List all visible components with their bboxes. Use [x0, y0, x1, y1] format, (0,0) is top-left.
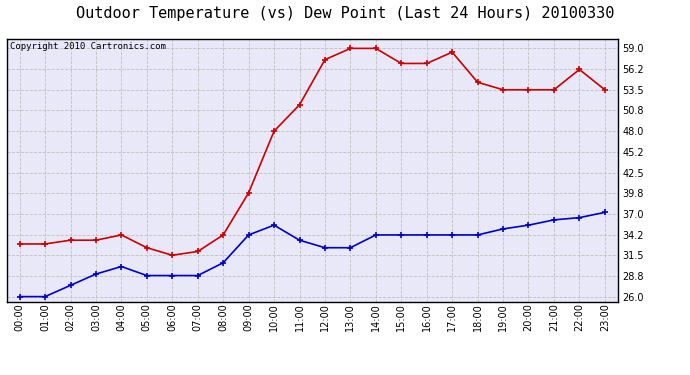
Text: Outdoor Temperature (vs) Dew Point (Last 24 Hours) 20100330: Outdoor Temperature (vs) Dew Point (Last… [76, 6, 614, 21]
Text: Copyright 2010 Cartronics.com: Copyright 2010 Cartronics.com [10, 42, 166, 51]
